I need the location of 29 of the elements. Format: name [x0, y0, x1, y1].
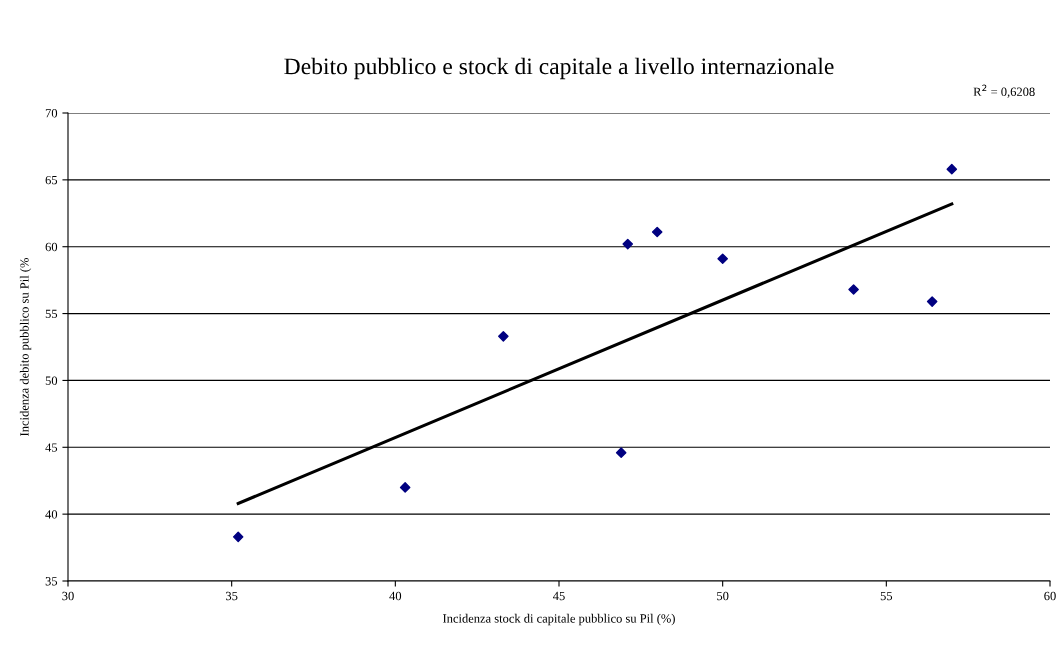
- point: [717, 253, 728, 265]
- x-tick-label: 60: [1044, 591, 1056, 601]
- x-tick-label: 30: [62, 591, 74, 601]
- y-tick-label: 65: [45, 175, 58, 185]
- text: R$^{2}$ = 0,6208: [973, 84, 1035, 98]
- y-tick-label: 50: [45, 376, 58, 385]
- point: [232, 531, 244, 543]
- y-tick-label: 70: [45, 109, 58, 118]
- point: [848, 284, 859, 295]
- x-tick-label: 50: [717, 591, 729, 601]
- point: [946, 163, 958, 175]
- x-axis-title: Incidenza stock di capitale pubblico su Pil (%): [442, 613, 675, 626]
- y-tick-label: 35: [45, 577, 58, 586]
- y-tick-label: 45: [45, 443, 58, 452]
- x-tick-label: 55: [880, 591, 893, 601]
- point: [622, 238, 634, 250]
- x-tick-label: 35: [226, 591, 238, 601]
- x-tick-label: 45: [552, 591, 565, 601]
- chart-title: Debito pubblico e stock di capitale a livello internazionale: [284, 57, 834, 80]
- point: [926, 296, 938, 307]
- point: [651, 226, 663, 238]
- point: [399, 482, 411, 493]
- y-axis-title: Incidenza debito pubblico su Pil (%: [19, 258, 32, 436]
- point: [498, 331, 509, 342]
- point: [615, 447, 627, 458]
- y-tick-label: 60: [45, 242, 58, 252]
- y-tick-label: 55: [45, 309, 58, 319]
- y-tick-label: 40: [45, 510, 58, 519]
- x-tick-label: 40: [389, 591, 402, 601]
